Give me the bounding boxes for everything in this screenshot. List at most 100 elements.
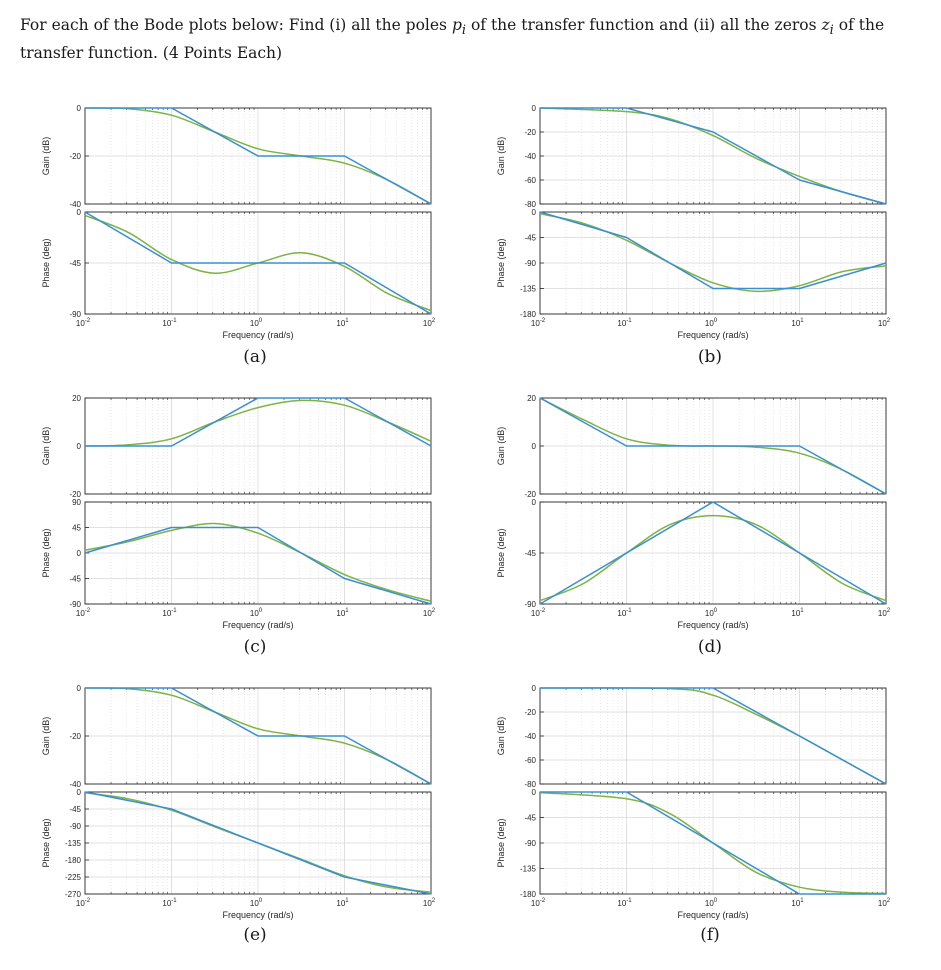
x-tick-label: 10-1	[162, 608, 177, 618]
bode-plot-e: 0 -20 -40 Gain (dB) 0 -45 -90 -135 -180 -225 -270 P…	[35, 680, 455, 970]
axes-frame	[84, 791, 432, 895]
x-tick-label: 102	[423, 318, 436, 328]
phase-actual-curve	[539, 212, 887, 293]
bode-plot-svg: 0 -20 -40 Gain (dB) 0 -45 -90 Phase (deg) 10-2 10…	[41, 104, 436, 340]
bode-plot-d: 20 0 -20 Gain (dB) 0 -45 -90 Phase (deg) 10-2 10-…	[490, 390, 910, 680]
gain-axes: 0 -20 -40 Gain (dB)	[41, 104, 432, 209]
y-tick-label: -45	[524, 549, 536, 558]
y-tick-label: -90	[524, 600, 536, 609]
axes-frame	[84, 107, 432, 205]
gain-asymptote-line	[539, 397, 887, 495]
phase-asymptote-line	[84, 526, 432, 605]
y-tick-label: -45	[69, 259, 81, 268]
y-tick-label: 0	[77, 104, 82, 113]
y-tick-label: -20	[524, 128, 536, 137]
phase-ylabel: Phase (deg)	[496, 238, 506, 287]
x-tick-label: 10-1	[617, 608, 632, 618]
x-tick-label: 102	[423, 898, 436, 908]
phase-asymptote-line	[540, 791, 886, 895]
x-tick-label: 101	[791, 318, 804, 328]
y-tick-label: -40	[69, 780, 81, 789]
phase-asymptote-line	[84, 211, 432, 315]
y-tick-label: -90	[524, 839, 536, 848]
x-tick-label: 100	[705, 608, 718, 618]
phase-axes: 0 -45 -90 -135 -180 -225 -270 Phase (deg) 10-2 10…	[41, 788, 436, 920]
y-tick-label: -180	[520, 890, 537, 899]
y-tick-label: 0	[532, 442, 537, 451]
y-tick-label: -40	[69, 200, 81, 209]
y-tick-label: 0	[532, 684, 537, 693]
phase-asymptote-line	[539, 501, 887, 605]
phase-ylabel: Phase (deg)	[41, 818, 51, 867]
y-tick-label: -20	[69, 490, 81, 499]
y-tick-label: -180	[520, 310, 537, 319]
gain-asymptote-line	[85, 397, 432, 447]
y-tick-label: -135	[520, 865, 537, 874]
y-tick-label: 90	[72, 498, 81, 507]
plot-caption: (f)	[700, 925, 720, 945]
bode-plot-f: 0 -20 -40 -60 -80 Gain (dB) 0 -45 -90 -135 -180 Pha…	[490, 680, 910, 970]
y-tick-label: -80	[524, 200, 536, 209]
gain-axes: 20 0 -20 Gain (dB)	[496, 394, 887, 499]
x-tick-label: 100	[250, 318, 263, 328]
y-tick-label: 20	[72, 394, 81, 403]
y-tick-label: 0	[532, 104, 537, 113]
gain-axes: 0 -20 -40 -60 -80 Gain (dB)	[496, 684, 887, 789]
y-tick-label: -45	[69, 575, 81, 584]
gain-axes: 0 -20 -40 Gain (dB)	[41, 684, 432, 789]
axes-frame	[539, 397, 887, 495]
y-tick-label: -60	[524, 176, 536, 185]
gain-asymptote-line	[540, 687, 887, 785]
y-tick-label: 45	[72, 524, 81, 533]
question-text: For each of the Bode plots below: Find (…	[20, 16, 885, 63]
y-tick-label: -135	[65, 839, 82, 848]
x-tick-label: 101	[336, 898, 349, 908]
gain-ylabel: Gain (dB)	[41, 427, 51, 466]
y-tick-label: 0	[532, 788, 537, 797]
y-tick-label: -90	[524, 259, 536, 268]
gain-ylabel: Gain (dB)	[496, 717, 506, 756]
x-tick-label: 10-2	[531, 898, 546, 908]
x-tick-label: 101	[791, 898, 804, 908]
phase-asymptote-line	[84, 791, 432, 895]
gain-asymptote-line	[85, 107, 432, 205]
x-tick-label: 102	[878, 608, 891, 618]
y-tick-label: -40	[524, 152, 536, 161]
y-tick-label: 0	[77, 549, 82, 558]
gain-ylabel: Gain (dB)	[496, 427, 506, 466]
y-tick-label: -45	[524, 234, 536, 243]
x-tick-label: 100	[250, 898, 263, 908]
y-tick-label: -90	[69, 310, 81, 319]
x-axis-label: Frequency (rad/s)	[677, 330, 748, 340]
x-axis-label: Frequency (rad/s)	[677, 620, 748, 630]
y-tick-label: 0	[532, 208, 537, 217]
plot-caption: (c)	[243, 637, 267, 657]
x-axis-label: Frequency (rad/s)	[222, 910, 293, 920]
x-axis-label: Frequency (rad/s)	[222, 620, 293, 630]
phase-ylabel: Phase (deg)	[41, 528, 51, 577]
phase-axes: 0 -45 -90 -135 -180 Phase (deg) 10-2 10-1 100 101…	[496, 208, 891, 340]
bode-plot-svg: 0 -20 -40 -60 -80 Gain (dB) 0 -45 -90 -135 -180 Pha…	[496, 684, 891, 920]
x-tick-label: 100	[705, 898, 718, 908]
y-tick-label: 0	[77, 684, 82, 693]
x-tick-label: 101	[791, 608, 804, 618]
phase-axes: 0 -45 -90 Phase (deg) 10-2 10-1 100 101 102 Frequ…	[41, 208, 436, 340]
x-tick-label: 10-1	[162, 318, 177, 328]
gain-axes: 20 0 -20 Gain (dB)	[41, 394, 432, 499]
phase-actual-curve	[539, 514, 887, 602]
phase-ylabel: Phase (deg)	[496, 528, 506, 577]
bode-plot-c: 20 0 -20 Gain (dB) 90 45 0 -45 -90 Phase (deg) 10-…	[35, 390, 455, 680]
x-tick-label: 102	[423, 608, 436, 618]
y-tick-label: -180	[65, 856, 82, 865]
phase-ylabel: Phase (deg)	[41, 238, 51, 287]
axes-frame	[539, 791, 887, 895]
gain-asymptote-line	[540, 107, 887, 205]
y-tick-label: -45	[69, 805, 81, 814]
phase-actual-curve	[84, 522, 432, 602]
x-tick-label: 101	[336, 318, 349, 328]
plot-caption: (d)	[697, 637, 723, 657]
y-tick-label: -60	[524, 756, 536, 765]
y-tick-label: -20	[524, 708, 536, 717]
y-tick-label: 0	[77, 442, 82, 451]
